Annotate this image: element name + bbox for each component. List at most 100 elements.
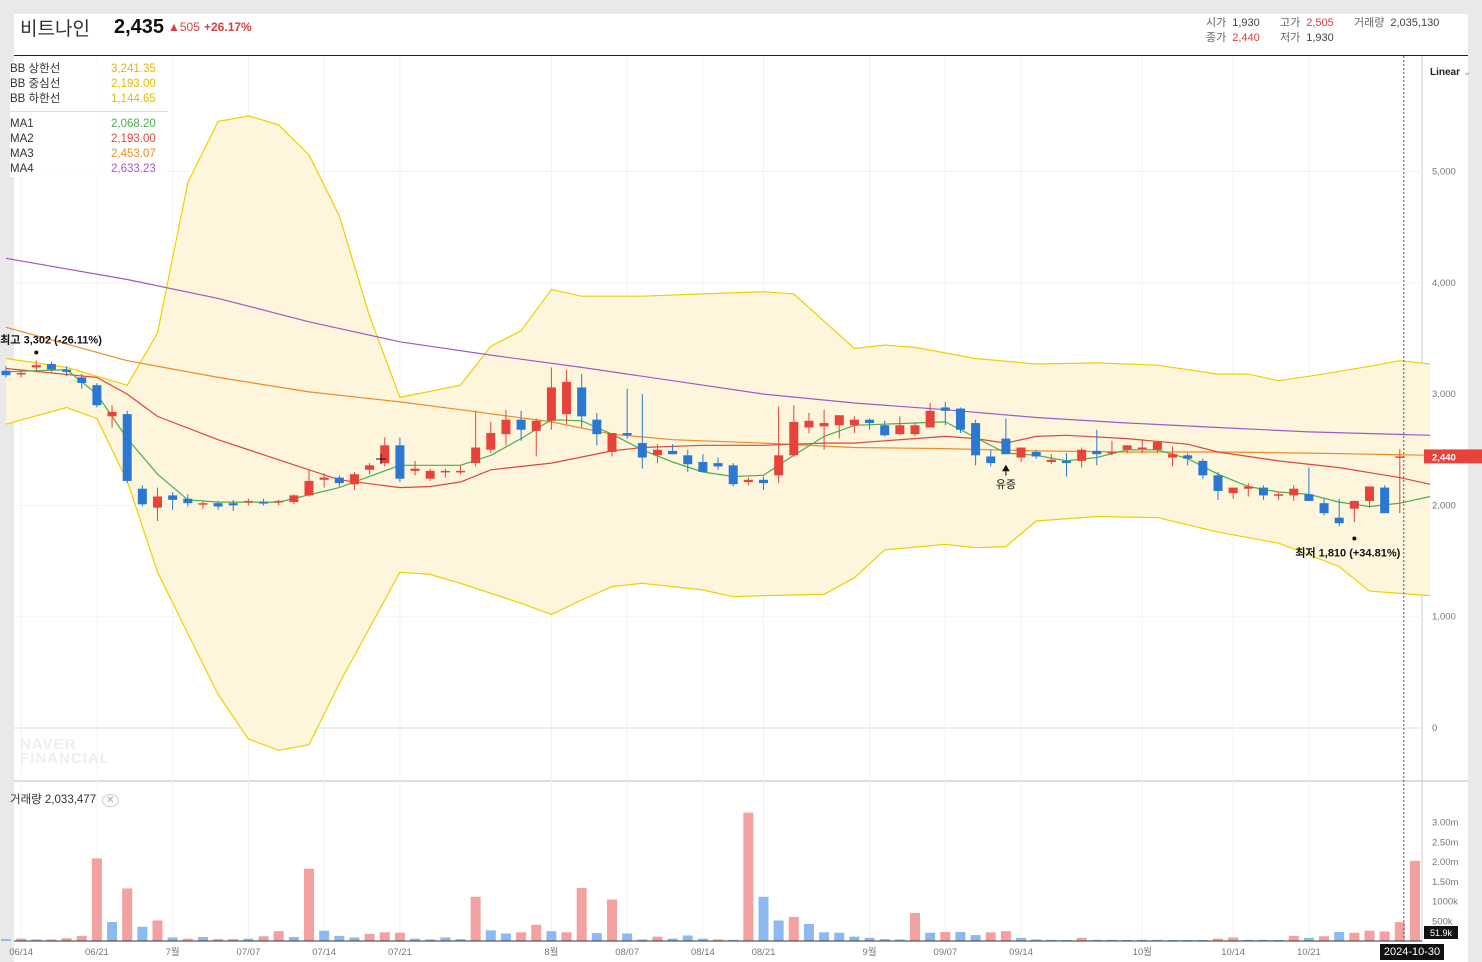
candle-body xyxy=(668,450,678,455)
candle-body xyxy=(319,477,329,480)
volume-tick-label: 3.00m xyxy=(1432,818,1458,829)
low-price: 저가 1,930 xyxy=(1280,32,1334,44)
volume-bar xyxy=(1303,937,1314,941)
volume-bar xyxy=(607,899,617,941)
candle-body xyxy=(440,470,450,473)
volume-bar xyxy=(1031,939,1042,941)
high-marker xyxy=(34,350,39,355)
volume-bar xyxy=(788,916,799,941)
candle-body xyxy=(1046,459,1056,462)
crosshair-date-label: 2024-10-30 xyxy=(1380,944,1444,960)
volume-pane-bg xyxy=(14,782,1468,942)
candle-body xyxy=(183,498,193,504)
candle-body xyxy=(46,364,56,370)
legend-ma3: MA3 2,453.07 xyxy=(10,148,156,160)
volume-bar xyxy=(182,938,193,941)
current-volume-tag-label: 51.9k xyxy=(1430,928,1453,938)
volume-bar xyxy=(425,939,436,941)
x-tick-label: 07/21 xyxy=(388,947,412,958)
x-tick-label: 7월 xyxy=(166,946,180,958)
volume-bar xyxy=(1243,939,1254,941)
volume-bar xyxy=(1016,937,1027,941)
candle-body xyxy=(304,480,314,496)
candle-body xyxy=(1304,494,1314,501)
volume-bar xyxy=(697,938,708,941)
candle-body xyxy=(577,387,587,417)
candle-body xyxy=(743,479,753,483)
candle-body xyxy=(865,419,875,424)
candle-body xyxy=(228,503,238,506)
close-price: 종가 2,440 xyxy=(1206,32,1260,44)
candle-body xyxy=(380,445,390,464)
candle-body xyxy=(1152,441,1162,450)
y-tick-label: 0 xyxy=(1432,723,1437,734)
candle-body xyxy=(274,500,284,503)
candle-body xyxy=(137,488,147,505)
price-change-pct: +26.17% xyxy=(204,20,252,34)
volume-bar xyxy=(1334,931,1345,941)
candle-body xyxy=(1198,460,1208,476)
candle-body xyxy=(880,425,890,436)
low-annotation: 최저 1,810 (+34.81%) xyxy=(1295,546,1400,560)
naver-financial-watermark: NAVER FINANCIAL xyxy=(20,736,110,767)
volume-bar xyxy=(940,931,951,941)
candle-body xyxy=(62,369,72,372)
bollinger-band-fill xyxy=(6,115,1431,751)
volume-bar xyxy=(1152,939,1163,941)
scale-mode-dropdown[interactable]: Linear ⌄ xyxy=(1430,67,1472,78)
candle-body xyxy=(213,503,223,507)
volume-bar xyxy=(46,939,57,941)
volume-bar xyxy=(849,936,860,941)
candle-body xyxy=(107,411,117,417)
volume-bar xyxy=(622,933,633,941)
volume-bar xyxy=(410,938,421,941)
volume-bar xyxy=(334,935,345,941)
candle-body xyxy=(1122,445,1132,450)
volume-bar xyxy=(485,930,496,941)
volume-bar xyxy=(1228,937,1239,941)
volume-bar xyxy=(16,938,27,941)
volume-bar xyxy=(1288,935,1299,941)
candle-body xyxy=(1274,494,1284,496)
close-icon[interactable]: ✕ xyxy=(102,794,119,807)
x-tick-label: 06/14 xyxy=(9,947,33,958)
volume-title: 거래량 2,033,477 ✕ xyxy=(10,791,119,807)
candle-body xyxy=(895,425,905,435)
volume-bar xyxy=(546,931,557,941)
candle-body xyxy=(759,479,768,484)
volume-bar xyxy=(531,924,542,941)
volume-bar xyxy=(364,933,375,941)
cursor-crosshair-icon xyxy=(376,454,386,464)
volume-bar xyxy=(243,938,254,941)
candle-body xyxy=(92,385,102,406)
candle-body xyxy=(774,455,784,476)
candle-body xyxy=(986,456,996,464)
price-change: ▲505 xyxy=(168,20,200,34)
volume-bar xyxy=(970,935,981,941)
volume-bar xyxy=(228,939,239,941)
candle-body xyxy=(1137,447,1147,450)
candle-body xyxy=(728,465,738,485)
candle-body xyxy=(849,419,859,426)
volume-bar xyxy=(1046,939,1057,941)
volume-bar xyxy=(1106,939,1117,941)
volume-bar xyxy=(1137,939,1148,941)
volume-bar xyxy=(470,896,481,941)
candle-body xyxy=(713,463,723,467)
high-annotation: 최고 3,302 (-26.11%) xyxy=(0,332,102,346)
current-price-tag xyxy=(1424,449,1482,464)
candle-body xyxy=(1168,454,1178,458)
candle-body xyxy=(834,415,844,426)
volume-bar xyxy=(455,939,466,941)
x-tick-label: 07/07 xyxy=(237,947,261,958)
volume-bar xyxy=(803,924,814,941)
y-tick-label: 4,000 xyxy=(1432,278,1456,289)
volume-bar xyxy=(31,939,42,941)
volume-bar xyxy=(273,931,284,941)
y-tick-label: 1,000 xyxy=(1432,612,1456,623)
candle-body xyxy=(1365,486,1374,501)
candle-body xyxy=(789,421,799,456)
candle-body xyxy=(395,445,405,479)
volume-bar xyxy=(379,932,390,941)
